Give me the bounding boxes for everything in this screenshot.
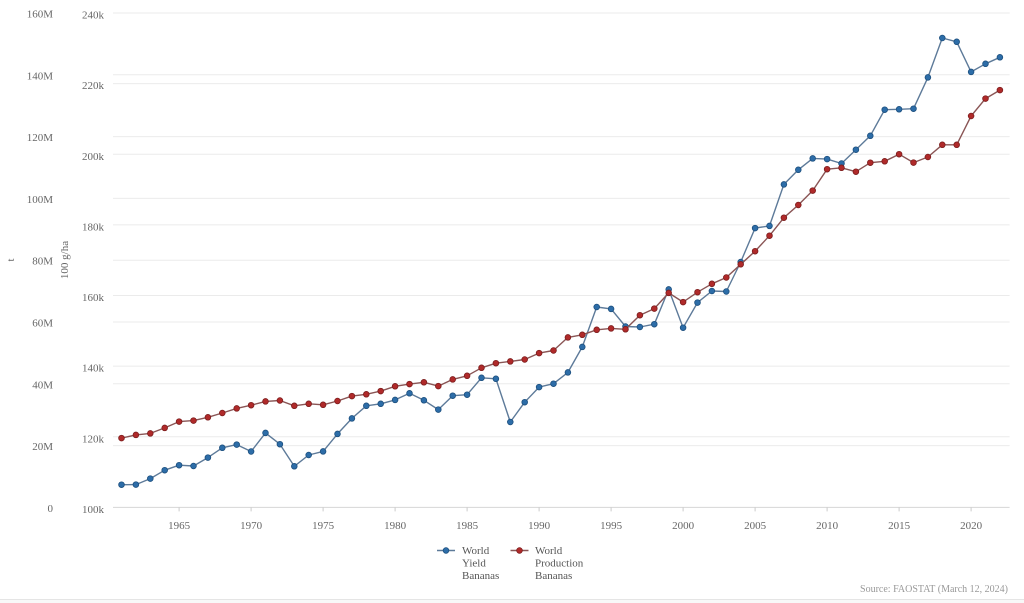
svg-text:80M: 80M: [32, 256, 53, 268]
svg-text:Bananas: Bananas: [535, 570, 572, 582]
svg-text:2020: 2020: [960, 520, 983, 532]
svg-text:240k: 240k: [82, 10, 105, 22]
svg-text:200k: 200k: [82, 151, 105, 163]
svg-text:120M: 120M: [27, 132, 54, 144]
svg-text:t: t: [5, 258, 17, 261]
svg-text:2000: 2000: [672, 520, 695, 532]
svg-text:180k: 180k: [82, 221, 105, 233]
svg-text:Source: FAOSTAT (March 12, 202: Source: FAOSTAT (March 12, 2024): [860, 584, 1008, 595]
svg-text:220k: 220k: [82, 80, 105, 92]
svg-text:160M: 160M: [27, 9, 54, 21]
svg-text:100 g/ha: 100 g/ha: [59, 241, 71, 279]
svg-text:World: World: [462, 545, 490, 557]
svg-text:2005: 2005: [744, 520, 767, 532]
svg-text:1965: 1965: [168, 520, 191, 532]
svg-text:60M: 60M: [32, 318, 53, 330]
svg-text:20M: 20M: [32, 441, 53, 453]
svg-text:Bananas: Bananas: [462, 570, 499, 582]
svg-text:0: 0: [48, 503, 54, 515]
svg-text:1980: 1980: [384, 520, 407, 532]
svg-text:2015: 2015: [888, 520, 911, 532]
svg-text:Yield: Yield: [462, 557, 486, 569]
svg-text:160k: 160k: [82, 292, 105, 304]
svg-text:1990: 1990: [528, 520, 551, 532]
svg-text:100k: 100k: [82, 504, 105, 516]
svg-text:100M: 100M: [27, 194, 54, 206]
svg-text:140M: 140M: [27, 70, 54, 82]
svg-text:1970: 1970: [240, 520, 263, 532]
svg-text:1975: 1975: [312, 520, 335, 532]
svg-text:140k: 140k: [82, 363, 105, 375]
svg-text:World: World: [535, 545, 563, 557]
svg-text:1995: 1995: [600, 520, 623, 532]
svg-text:120k: 120k: [82, 433, 105, 445]
svg-text:40M: 40M: [32, 379, 53, 391]
svg-text:1985: 1985: [456, 520, 479, 532]
svg-text:2010: 2010: [816, 520, 839, 532]
svg-text:Production: Production: [535, 557, 584, 569]
